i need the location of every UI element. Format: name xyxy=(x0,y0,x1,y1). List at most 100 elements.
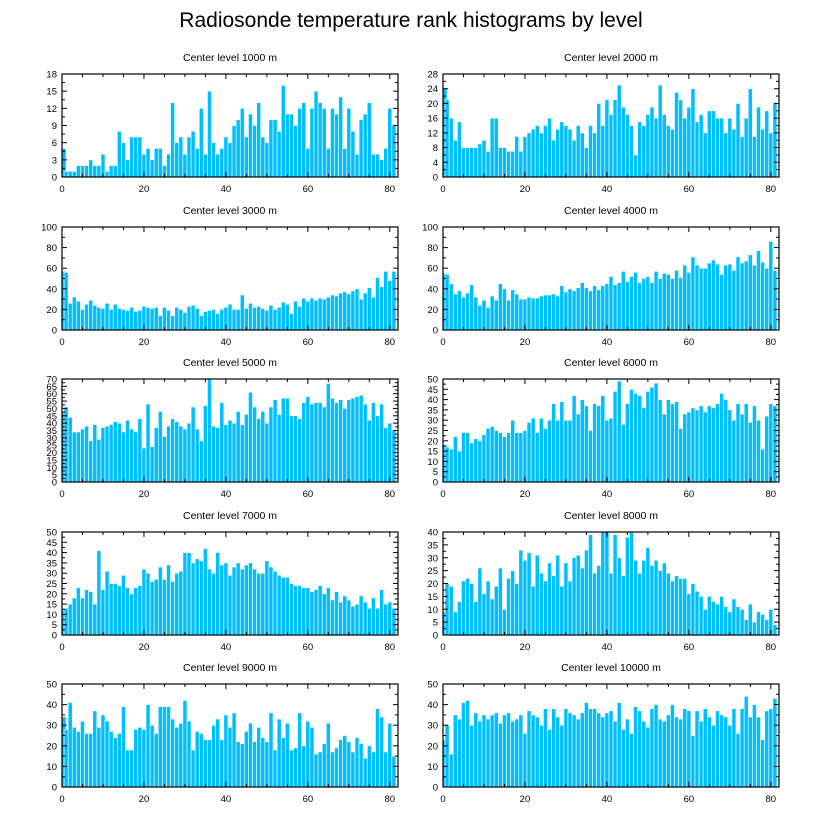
bar xyxy=(149,581,155,636)
y-tick-label: 5 xyxy=(433,467,438,478)
bar xyxy=(88,733,94,788)
bar xyxy=(166,310,171,331)
bar xyxy=(334,747,339,788)
panel-title: Center level 6000 m xyxy=(564,357,658,369)
bar xyxy=(63,170,69,178)
bar xyxy=(129,307,135,331)
bar xyxy=(379,716,384,788)
bar xyxy=(571,395,577,483)
bar xyxy=(592,708,597,788)
bar xyxy=(747,716,753,788)
bar xyxy=(268,566,274,636)
bar xyxy=(366,102,372,178)
x-tick-label: 0 xyxy=(59,489,64,500)
x-tick-label: 80 xyxy=(385,337,396,348)
bar xyxy=(502,288,507,331)
x-tick-label: 0 xyxy=(440,794,445,805)
bar xyxy=(276,718,282,788)
bar xyxy=(448,117,454,178)
bar xyxy=(764,710,770,788)
bar xyxy=(584,147,589,178)
bar xyxy=(682,264,688,331)
bar xyxy=(317,297,323,331)
bar xyxy=(379,403,384,483)
bar xyxy=(334,402,339,483)
bar xyxy=(313,589,319,636)
bar xyxy=(674,575,679,636)
bar xyxy=(157,566,163,636)
bar xyxy=(534,554,540,636)
bar xyxy=(469,724,475,788)
bar xyxy=(493,117,499,178)
bar xyxy=(567,712,573,788)
bar xyxy=(661,562,667,636)
bar xyxy=(485,307,491,331)
bar xyxy=(125,749,130,788)
bar xyxy=(567,580,573,636)
bar xyxy=(256,102,262,178)
bar xyxy=(547,729,552,788)
bar xyxy=(342,148,348,178)
bar xyxy=(469,442,475,483)
bar xyxy=(522,733,528,788)
bar xyxy=(178,425,184,483)
bar xyxy=(514,293,520,331)
bar xyxy=(600,395,606,483)
bar xyxy=(666,399,671,483)
x-tick-label: 20 xyxy=(139,337,150,348)
bar xyxy=(186,136,192,178)
bar xyxy=(473,438,479,483)
bar xyxy=(637,572,643,636)
bar xyxy=(162,436,167,483)
bar xyxy=(301,587,307,636)
bar xyxy=(354,288,360,331)
bar xyxy=(670,704,675,788)
bar xyxy=(686,272,692,331)
bar xyxy=(186,720,192,788)
bar xyxy=(481,593,487,636)
y-tick-label: 0 xyxy=(433,173,438,184)
bar xyxy=(121,574,126,636)
bar xyxy=(162,579,167,636)
bar xyxy=(526,132,532,178)
bar xyxy=(698,596,704,636)
bar xyxy=(657,570,663,636)
bar xyxy=(551,139,556,178)
bar xyxy=(661,413,667,483)
bar xyxy=(493,430,499,483)
bar xyxy=(764,110,770,178)
bar xyxy=(457,718,462,788)
bar xyxy=(227,419,233,483)
bar xyxy=(346,741,352,788)
bar xyxy=(272,309,278,331)
bar xyxy=(297,712,303,788)
bar xyxy=(325,148,331,178)
bar xyxy=(498,722,503,788)
bar xyxy=(457,601,462,636)
bar xyxy=(215,313,221,331)
bar xyxy=(485,428,491,483)
bar xyxy=(289,583,294,636)
bar xyxy=(719,596,724,636)
x-tick-label: 40 xyxy=(221,794,232,805)
bar xyxy=(625,536,630,636)
bar xyxy=(194,308,200,331)
bar xyxy=(145,148,151,178)
bar xyxy=(616,282,622,331)
bar xyxy=(330,294,335,331)
y-tick-label: 20 xyxy=(46,305,57,316)
bar xyxy=(477,143,483,178)
bar xyxy=(715,117,720,178)
bar xyxy=(371,751,376,788)
bar xyxy=(571,290,577,331)
bar xyxy=(760,614,765,636)
bar xyxy=(612,534,618,636)
bar xyxy=(248,302,253,331)
y-tick-label: 18 xyxy=(46,70,57,81)
bar xyxy=(100,589,106,636)
bar xyxy=(706,405,712,483)
bar xyxy=(141,568,147,636)
bar xyxy=(625,281,630,331)
bar xyxy=(731,598,737,636)
bar xyxy=(649,282,655,331)
